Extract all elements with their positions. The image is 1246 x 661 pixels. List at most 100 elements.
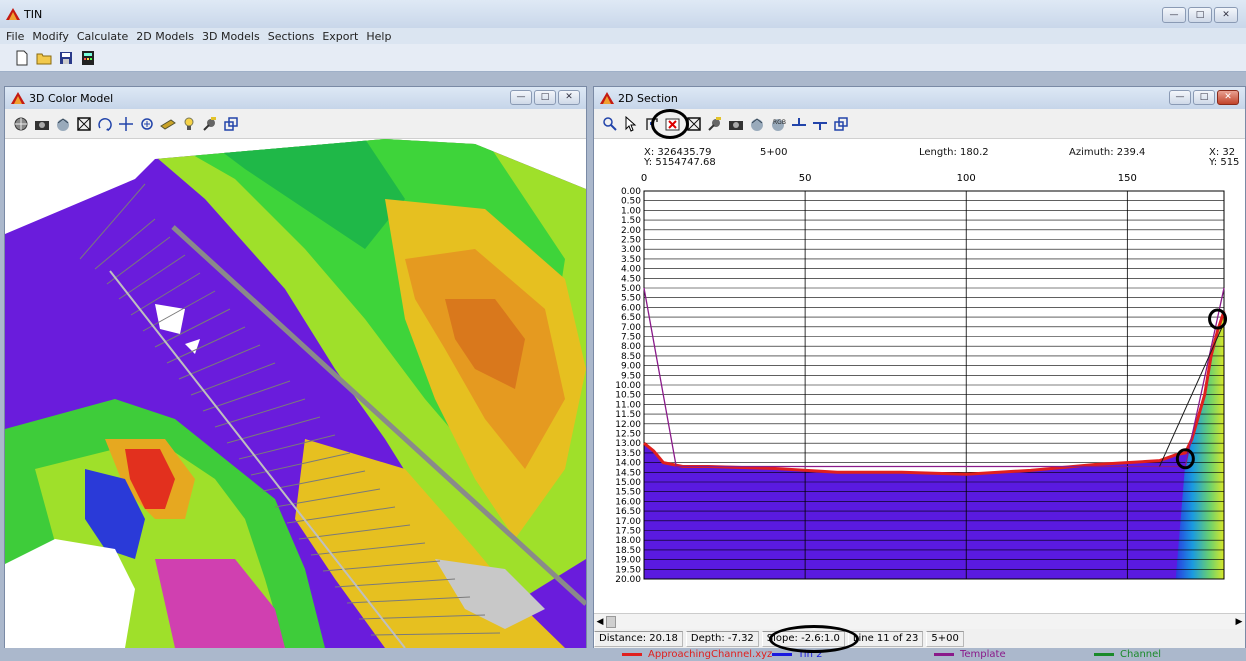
y-tick-label: 19.50 (615, 565, 641, 575)
texture-icon[interactable]: RGB (770, 116, 786, 132)
y-tick-label: 3.50 (621, 255, 641, 265)
settings-icon[interactable] (202, 116, 218, 132)
raise-icon[interactable] (791, 116, 807, 132)
zoom-extents-icon[interactable] (76, 116, 92, 132)
close-button[interactable]: ✕ (1217, 90, 1239, 105)
render-icon[interactable] (55, 116, 71, 132)
menu-export[interactable]: Export (322, 29, 359, 43)
light-icon[interactable] (160, 116, 176, 132)
y-tick-label: 7.50 (621, 333, 641, 343)
y-tick-label: 13.50 (615, 449, 641, 459)
2d-toolbar: RGB (594, 109, 1245, 139)
close-button[interactable]: ✕ (1214, 7, 1238, 23)
x-tick-label: 100 (957, 173, 976, 184)
render-icon[interactable] (749, 116, 765, 132)
scrollbar-thumb[interactable] (606, 616, 616, 628)
minimize-button[interactable]: — (510, 90, 532, 105)
tin2-gradient-wall (1175, 311, 1224, 579)
3d-toolbar (5, 109, 586, 139)
azimuth-label: Azimuth: 239.4 (1069, 147, 1146, 158)
menu-calculate[interactable]: Calculate (76, 29, 129, 43)
tin-logo-icon (600, 92, 614, 104)
end-y-label: Y: 515 (1209, 157, 1240, 168)
lower-icon[interactable] (812, 116, 828, 132)
menu-sections[interactable]: Sections (267, 29, 315, 43)
y-tick-label: 13.00 (615, 439, 641, 449)
open-folder-icon[interactable] (36, 50, 52, 66)
window-icon[interactable] (833, 116, 849, 132)
series-line-template (643, 287, 1225, 468)
zoom-extents-icon[interactable] (686, 116, 702, 132)
y-tick-label: 9.50 (621, 371, 641, 381)
pointer-icon[interactable] (623, 115, 639, 132)
status-station: 5+00 (926, 631, 964, 647)
legend-label: Tin 2 (798, 648, 823, 660)
y-tick-label: 18.50 (615, 546, 641, 556)
y-tick-label: 7.00 (621, 323, 641, 333)
window-icon[interactable] (223, 116, 239, 132)
y-tick-label: 17.50 (615, 527, 641, 537)
status-slope: Slope: -2.6:1.0 (761, 631, 845, 647)
legend-item-template: Template (934, 647, 1006, 661)
camera-icon[interactable] (728, 116, 744, 132)
y-tick-label: 6.00 (621, 303, 641, 313)
menu-2d-models[interactable]: 2D Models (136, 29, 194, 43)
y-tick-label: 11.00 (615, 400, 641, 410)
2d-window-title-bar: 2D Section — □ ✕ (594, 87, 1245, 109)
2d-window-controls: — □ ✕ (1169, 90, 1239, 105)
save-icon[interactable] (58, 50, 74, 66)
close-button[interactable]: ✕ (558, 90, 580, 105)
calculator-icon[interactable] (80, 50, 96, 66)
station-label: 5+00 (760, 147, 788, 158)
3d-color-model-window: 3D Color Model — □ ✕ (4, 86, 587, 648)
zoom-icon[interactable] (602, 116, 618, 132)
y-tick-label: 12.50 (615, 430, 641, 440)
y-tick-label: 2.50 (621, 236, 641, 246)
rotate-icon[interactable] (97, 116, 113, 132)
menu-help[interactable]: Help (366, 29, 392, 43)
new-file-icon[interactable] (14, 50, 30, 66)
y-tick-label: 1.00 (621, 206, 641, 216)
3d-color-model-canvas[interactable] (5, 139, 586, 648)
scroll-left-icon[interactable]: ◀ (596, 617, 604, 627)
y-tick-label: 1.50 (621, 216, 641, 226)
minimize-button[interactable]: — (1162, 7, 1186, 23)
x-tick-label: 150 (1118, 173, 1137, 184)
app-title-bar: TIN — □ ✕ (0, 0, 1246, 28)
menu-file[interactable]: File (6, 29, 25, 43)
camera-icon[interactable] (34, 116, 50, 132)
menu-modify[interactable]: Modify (32, 29, 69, 43)
delete-icon[interactable] (665, 116, 681, 132)
maximize-button[interactable]: □ (1188, 7, 1212, 23)
y-tick-label: 3.00 (621, 245, 641, 255)
legend-label: Channel (1120, 648, 1162, 660)
scroll-right-icon[interactable]: ▶ (1235, 617, 1243, 627)
plot-frame (643, 190, 1225, 580)
3d-window-title-bar: 3D Color Model — □ ✕ (5, 87, 586, 109)
bulb-icon[interactable] (181, 116, 197, 132)
start-x-label: X: 326435.79 (644, 147, 712, 158)
terrain-rendering (5, 139, 586, 648)
maximize-button[interactable]: □ (534, 90, 556, 105)
y-tick-label: 15.00 (615, 478, 641, 488)
maximize-button[interactable]: □ (1193, 90, 1215, 105)
section-tool-icon[interactable] (644, 116, 660, 132)
minimize-button[interactable]: — (1169, 90, 1191, 105)
legend-item-tin2: Tin 2 (772, 647, 822, 661)
section-plot-area[interactable]: X: 326435.79 Y: 5154747.68 5+00 Length: … (594, 139, 1245, 660)
settings-icon[interactable] (707, 116, 723, 132)
horizontal-scrollbar[interactable]: ◀ ▶ (594, 613, 1245, 629)
pan-icon[interactable] (118, 116, 134, 132)
y-tick-label: 18.00 (615, 536, 641, 546)
legend-swatch (934, 652, 954, 656)
main-toolbar (0, 44, 1246, 72)
legend-label: ApproachingChannel.xyz (648, 648, 773, 660)
y-tick-label: 6.50 (621, 313, 641, 323)
y-tick-label: 0.50 (621, 197, 641, 207)
globe-icon[interactable] (13, 116, 29, 132)
menu-3d-models[interactable]: 3D Models (201, 29, 260, 43)
y-tick-label: 16.50 (615, 507, 641, 517)
y-tick-label: 17.00 (615, 517, 641, 527)
series-line-approachingchannel-xyz (643, 310, 1226, 476)
zoom-icon[interactable] (139, 116, 155, 132)
